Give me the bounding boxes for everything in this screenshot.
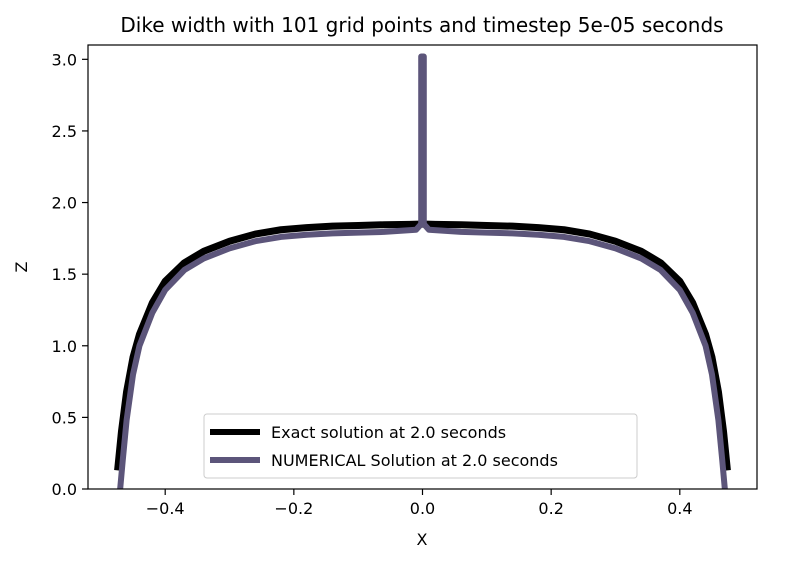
y-axis-label: Z bbox=[12, 261, 31, 272]
x-tick-label: −0.4 bbox=[146, 499, 185, 518]
x-tick-label: 0.0 bbox=[410, 499, 435, 518]
x-axis-label: X bbox=[417, 530, 428, 549]
y-tick-label: 0.5 bbox=[52, 408, 77, 427]
x-tick-label: −0.2 bbox=[274, 499, 313, 518]
y-tick-label: 3.0 bbox=[52, 50, 77, 69]
y-tick-label: 2.0 bbox=[52, 194, 77, 213]
legend-label-exact: Exact solution at 2.0 seconds bbox=[271, 423, 506, 442]
x-axis: −0.4 −0.2 0.0 0.2 0.4 bbox=[146, 489, 693, 518]
chart-title: Dike width with 101 grid points and time… bbox=[120, 13, 723, 37]
y-axis: 0.0 0.5 1.0 1.5 2.0 2.5 3.0 bbox=[52, 50, 88, 499]
numerical-solution-line bbox=[117, 53, 728, 489]
legend-box bbox=[203, 413, 638, 479]
legend: Exact solution at 2.0 seconds NUMERICAL … bbox=[203, 413, 638, 479]
series-layer bbox=[114, 53, 731, 489]
y-tick-label: 0.0 bbox=[52, 480, 77, 499]
x-tick-label: 0.4 bbox=[667, 499, 692, 518]
x-tick-label: 0.2 bbox=[538, 499, 563, 518]
legend-label-numerical: NUMERICAL Solution at 2.0 seconds bbox=[271, 451, 558, 470]
y-tick-label: 1.0 bbox=[52, 337, 77, 356]
y-tick-label: 2.5 bbox=[52, 122, 77, 141]
y-tick-label: 1.5 bbox=[52, 265, 77, 284]
